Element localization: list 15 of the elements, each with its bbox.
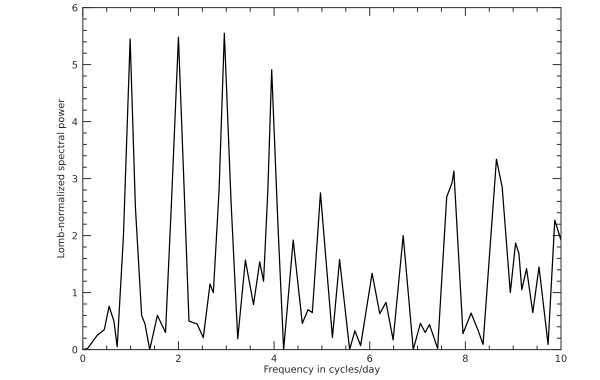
x-tick-label: 4 [271,354,277,362]
y-tick-label: 1 [72,289,78,296]
x-axis-title: Frequency in cycles/day [264,365,380,375]
x-tick-label: 6 [367,354,372,362]
y-tick-label: 2 [72,232,77,240]
x-tick-label: 2 [176,354,181,362]
y-tick-label: 0 [72,346,78,354]
y-tick-label: 5 [72,61,78,68]
x-tick-label: 10 [556,354,567,362]
y-axis-title: Lomb-normalized spectral power [56,98,66,258]
y-tick-label: 4 [72,118,78,126]
x-tick-label: 8 [462,354,468,362]
x-tick-label: 0 [80,354,86,362]
y-tick-label: 6 [72,4,78,12]
y-tick-label: 3 [72,175,78,182]
